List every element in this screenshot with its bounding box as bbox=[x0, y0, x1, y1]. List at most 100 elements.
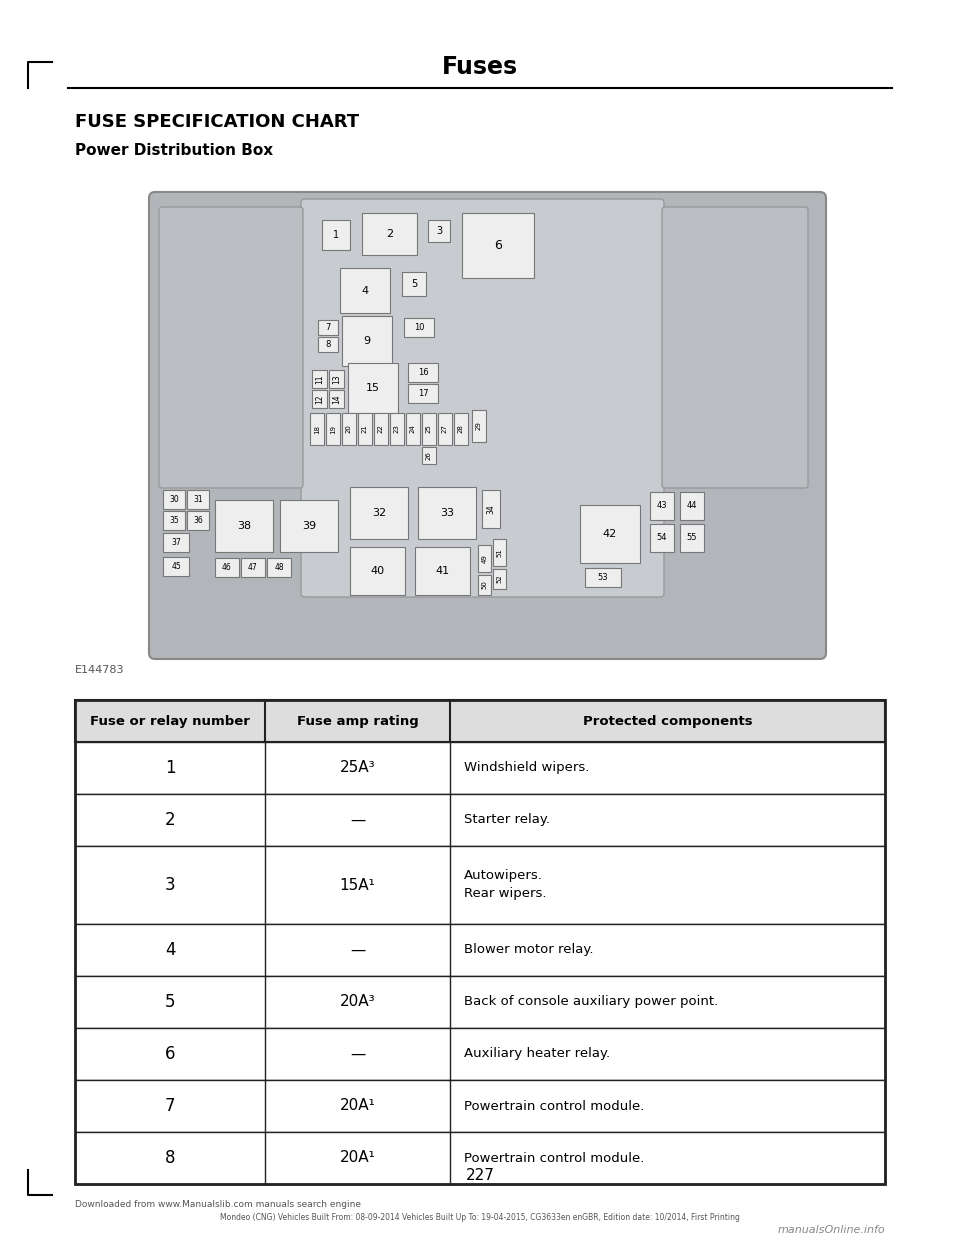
Text: 35: 35 bbox=[169, 515, 179, 525]
Bar bbox=[75, 1131, 885, 1184]
Bar bbox=[438, 414, 452, 445]
Text: Powertrain control module.: Powertrain control module. bbox=[464, 1099, 644, 1113]
Text: 38: 38 bbox=[237, 520, 252, 532]
Text: 27: 27 bbox=[442, 425, 448, 433]
Text: —: — bbox=[349, 1047, 365, 1062]
Bar bbox=[75, 846, 885, 924]
Bar bbox=[428, 220, 450, 242]
Bar bbox=[215, 558, 239, 578]
Text: 28: 28 bbox=[458, 425, 464, 433]
Text: Back of console auxiliary power point.: Back of console auxiliary power point. bbox=[464, 996, 718, 1009]
Text: Power Distribution Box: Power Distribution Box bbox=[75, 143, 274, 158]
Text: 227: 227 bbox=[466, 1167, 494, 1182]
Bar bbox=[493, 569, 506, 589]
Text: 5: 5 bbox=[165, 994, 176, 1011]
Text: 15A¹: 15A¹ bbox=[340, 878, 375, 893]
Bar bbox=[75, 741, 885, 794]
Bar bbox=[318, 320, 338, 335]
Text: 19: 19 bbox=[330, 425, 336, 433]
Bar bbox=[408, 363, 438, 383]
Text: 36: 36 bbox=[193, 515, 203, 525]
Text: 52: 52 bbox=[496, 575, 502, 584]
Bar bbox=[215, 501, 273, 551]
Text: Protected components: Protected components bbox=[583, 714, 753, 728]
Text: 34: 34 bbox=[487, 504, 495, 514]
Text: 50: 50 bbox=[482, 580, 488, 590]
Bar bbox=[75, 924, 885, 976]
Text: 5: 5 bbox=[411, 279, 418, 289]
Bar bbox=[75, 794, 885, 846]
Bar bbox=[422, 447, 436, 465]
Text: 1: 1 bbox=[333, 230, 339, 240]
Text: 24: 24 bbox=[410, 425, 416, 433]
Text: E144783: E144783 bbox=[75, 664, 125, 674]
Bar bbox=[650, 524, 674, 551]
Bar bbox=[312, 390, 327, 409]
Text: 9: 9 bbox=[364, 337, 371, 347]
Bar bbox=[402, 272, 426, 296]
Bar bbox=[75, 1028, 885, 1081]
Bar bbox=[680, 524, 704, 551]
Text: 2: 2 bbox=[165, 811, 176, 828]
Text: 20A¹: 20A¹ bbox=[340, 1098, 375, 1114]
FancyBboxPatch shape bbox=[159, 207, 303, 488]
Text: 3: 3 bbox=[436, 226, 442, 236]
FancyBboxPatch shape bbox=[149, 193, 826, 660]
Bar bbox=[187, 510, 209, 530]
Text: 32: 32 bbox=[372, 508, 386, 518]
Text: 6: 6 bbox=[494, 238, 502, 252]
Bar bbox=[342, 414, 356, 445]
Bar bbox=[350, 546, 405, 595]
Text: Downloaded from www.Manualslib.com manuals search engine: Downloaded from www.Manualslib.com manua… bbox=[75, 1200, 361, 1208]
Text: 6: 6 bbox=[165, 1045, 176, 1063]
Bar bbox=[478, 575, 491, 595]
Bar bbox=[415, 546, 470, 595]
Text: 51: 51 bbox=[496, 548, 502, 556]
Bar bbox=[478, 545, 491, 573]
Bar bbox=[75, 1081, 885, 1131]
FancyBboxPatch shape bbox=[301, 199, 664, 597]
Text: 31: 31 bbox=[193, 496, 203, 504]
Text: 48: 48 bbox=[275, 563, 284, 573]
Bar bbox=[408, 384, 438, 402]
Text: 45: 45 bbox=[171, 561, 180, 571]
Bar bbox=[75, 976, 885, 1028]
Text: Powertrain control module.: Powertrain control module. bbox=[464, 1151, 644, 1165]
Text: Fuse or relay number: Fuse or relay number bbox=[90, 714, 250, 728]
Text: 23: 23 bbox=[394, 425, 400, 433]
Text: 10: 10 bbox=[414, 323, 424, 332]
Text: 20A¹: 20A¹ bbox=[340, 1150, 375, 1165]
Text: 55: 55 bbox=[686, 534, 697, 543]
Text: Fuse amp rating: Fuse amp rating bbox=[297, 714, 419, 728]
Text: 42: 42 bbox=[603, 529, 617, 539]
Text: 25A³: 25A³ bbox=[340, 760, 375, 775]
FancyBboxPatch shape bbox=[662, 207, 808, 488]
Text: 53: 53 bbox=[598, 573, 609, 582]
Bar bbox=[312, 370, 327, 388]
Text: 13: 13 bbox=[332, 374, 341, 384]
Bar bbox=[318, 337, 338, 351]
Bar bbox=[310, 414, 324, 445]
Text: 41: 41 bbox=[436, 566, 449, 576]
Text: 1: 1 bbox=[165, 759, 176, 777]
Bar bbox=[322, 220, 350, 250]
Text: Auxiliary heater relay.: Auxiliary heater relay. bbox=[464, 1047, 611, 1061]
Bar bbox=[585, 568, 621, 587]
Text: —: — bbox=[349, 943, 365, 958]
Bar bbox=[650, 492, 674, 520]
Bar bbox=[348, 363, 398, 414]
Bar bbox=[163, 491, 185, 509]
Bar bbox=[390, 414, 404, 445]
Text: 20: 20 bbox=[346, 425, 352, 433]
Bar bbox=[580, 505, 640, 563]
Text: 17: 17 bbox=[418, 389, 428, 397]
Text: 4: 4 bbox=[361, 286, 369, 296]
Text: 33: 33 bbox=[440, 508, 454, 518]
Text: Starter relay.: Starter relay. bbox=[464, 814, 550, 826]
Text: 14: 14 bbox=[332, 394, 341, 404]
Text: 49: 49 bbox=[482, 554, 488, 563]
Bar bbox=[326, 414, 340, 445]
Bar bbox=[280, 501, 338, 551]
Bar bbox=[75, 700, 885, 741]
Text: 12: 12 bbox=[315, 394, 324, 404]
